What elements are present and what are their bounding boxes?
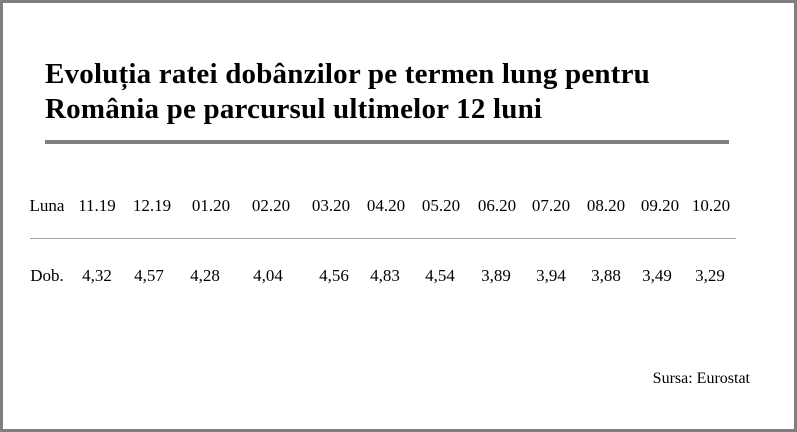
- row-label: Luna: [29, 196, 65, 215]
- value-cell: 4,57: [134, 266, 164, 285]
- header-cell: 12.19: [132, 196, 172, 215]
- value-cell: 4,54: [425, 266, 455, 285]
- header-cell: 08.20: [586, 196, 626, 215]
- header-cell: 04.20: [366, 196, 406, 215]
- source: Sursa: Eurostat: [652, 370, 750, 387]
- value-cell: 3,29: [695, 266, 725, 285]
- header-cell: 01.20: [191, 196, 231, 215]
- value-cell: 3,94: [536, 266, 566, 285]
- value-cell: 3,88: [591, 266, 621, 285]
- header-cell: 11.19: [78, 196, 116, 215]
- row-label: Dob.: [30, 266, 64, 285]
- title-rule: [45, 140, 729, 144]
- header-cell: 03.20: [311, 196, 351, 215]
- value-cell: 4,28: [190, 266, 220, 285]
- value-cell: 3,89: [481, 266, 511, 285]
- header-cell: 06.20: [477, 196, 517, 215]
- value-cell: 4,83: [370, 266, 400, 285]
- value-cell: 4,32: [82, 266, 112, 285]
- title-line: Evoluția ratei dobânzilor pe termen lung…: [45, 58, 650, 90]
- header-cell: 02.20: [251, 196, 291, 215]
- title-line: România pe parcursul ultimelor 12 luni: [45, 93, 543, 125]
- header-cell: 09.20: [640, 196, 680, 215]
- value-cell: 4,04: [253, 266, 283, 285]
- header-cell: 05.20: [421, 196, 461, 215]
- value-cell: 3,49: [642, 266, 672, 285]
- table-rule: [30, 238, 736, 239]
- value-cell: 4,56: [319, 266, 349, 285]
- header-cell: 10.20: [691, 196, 731, 215]
- header-cell: 07.20: [531, 196, 571, 215]
